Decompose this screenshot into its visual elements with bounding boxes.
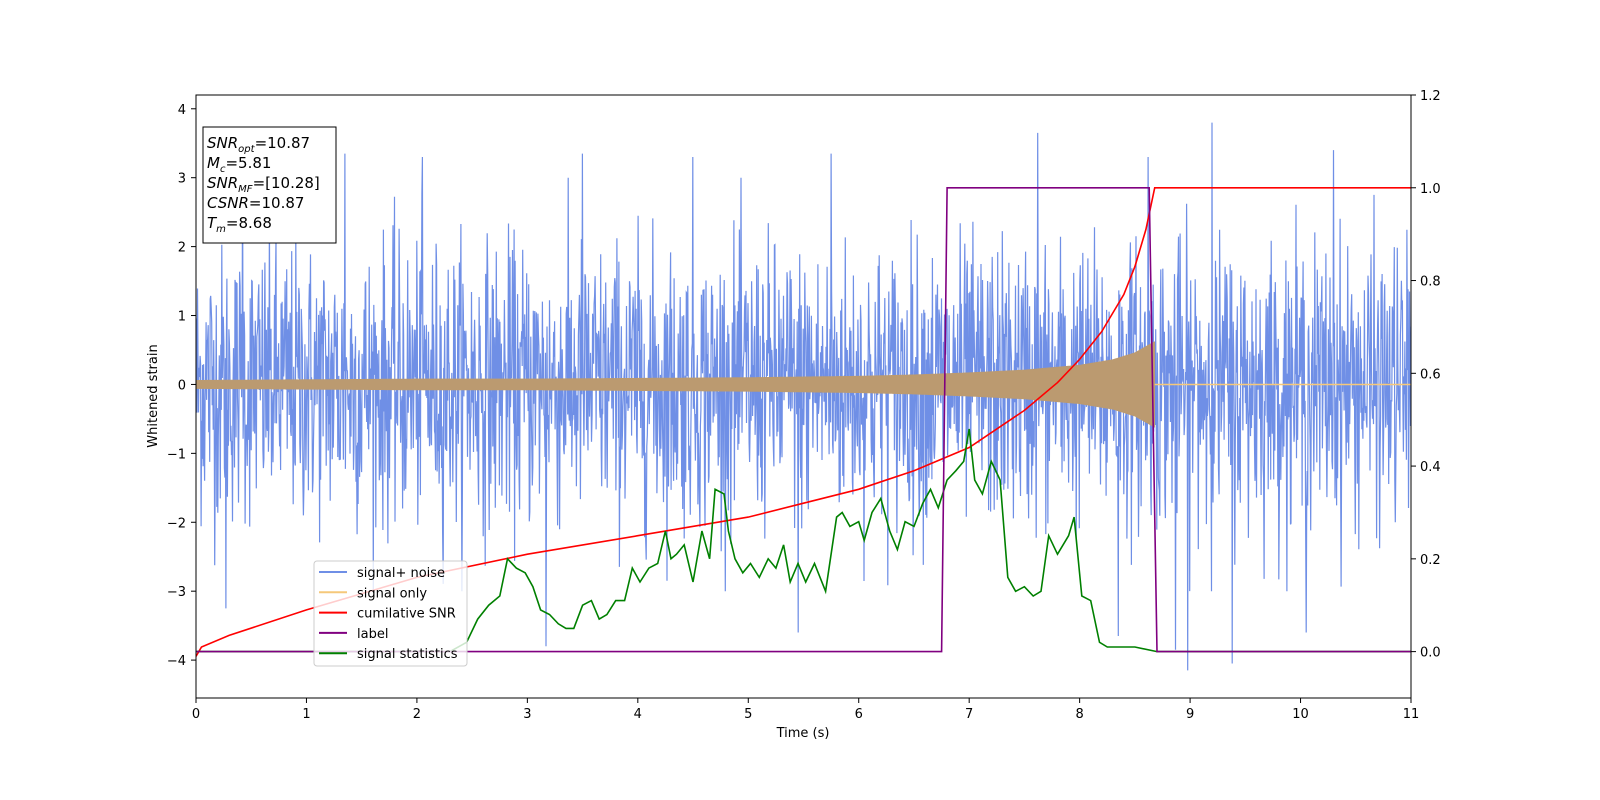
x-tick-label: 4 — [634, 707, 642, 722]
legend-entry: cumilative SNR — [357, 607, 456, 622]
y-left-tick-label: −1 — [167, 447, 186, 462]
x-axis-label: Time (s) — [776, 726, 830, 741]
plot-frame — [195, 94, 1412, 699]
y-left-tick-label: −2 — [167, 516, 186, 531]
info-line: Mc=5.81 — [207, 154, 271, 175]
y-axis-right-ticks: 1.2 1.0 0.8 0.6 0.4 0.2 0.0 — [1411, 89, 1441, 661]
series-label — [196, 187, 1411, 653]
plot-area — [196, 122, 1411, 671]
legend-entry: signal only — [357, 586, 427, 601]
legend-entry: signal+ noise — [357, 566, 445, 581]
y-left-tick-label: 2 — [178, 241, 186, 256]
y-right-tick-label: 0.2 — [1420, 553, 1441, 568]
x-tick-label: 8 — [1075, 707, 1083, 722]
legend-entry: signal statistics — [357, 647, 458, 662]
legend: signal+ noise signal only cumilative SNR la… — [313, 560, 468, 667]
y-right-tick-label: 1.2 — [1420, 89, 1441, 104]
y-axis-left-ticks: 4 3 2 1 0 −1 −2 −3 −4 — [167, 103, 196, 669]
y-left-tick-label: −3 — [167, 585, 186, 600]
x-tick-label: 1 — [302, 707, 310, 722]
series-signal-only — [196, 341, 1155, 428]
x-axis-ticks: 0 1 2 3 4 5 6 7 8 9 10 11 — [192, 698, 1419, 722]
info-box-frame — [202, 126, 337, 244]
info-line: Tm=8.68 — [207, 214, 272, 235]
x-tick-label: 7 — [965, 707, 973, 722]
y-right-tick-label: 0.0 — [1420, 646, 1441, 661]
info-line: SNRMF=[10.28] — [207, 174, 320, 195]
x-tick-label: 3 — [523, 707, 531, 722]
y-right-tick-label: 0.4 — [1420, 460, 1441, 475]
x-tick-label: 9 — [1186, 707, 1194, 722]
series-signal-statistics — [196, 428, 1411, 653]
y-left-tick-label: 0 — [178, 378, 186, 393]
legend-frame — [313, 560, 468, 667]
info-line: CSNR=10.87 — [207, 194, 304, 212]
y-left-tick-label: −4 — [167, 654, 186, 669]
info-box: SNRopt=10.87Mc=5.81SNRMF=[10.28]CSNR=10.… — [202, 126, 337, 244]
y-left-tick-label: 4 — [178, 103, 186, 118]
info-line: SNRopt=10.87 — [207, 134, 310, 155]
x-tick-label: 11 — [1403, 707, 1420, 722]
x-tick-label: 5 — [744, 707, 752, 722]
series-layer — [196, 122, 1411, 671]
legend-entry: label — [357, 627, 388, 642]
y-right-tick-label: 1.0 — [1420, 182, 1441, 197]
y-right-tick-label: 0.6 — [1420, 367, 1441, 382]
x-tick-label: 2 — [413, 707, 421, 722]
x-tick-label: 10 — [1292, 707, 1309, 722]
x-tick-label: 0 — [192, 707, 200, 722]
y-axis-label: Whitened strain — [146, 344, 161, 447]
y-left-tick-label: 1 — [178, 310, 186, 325]
y-left-tick-label: 3 — [178, 172, 186, 187]
y-right-tick-label: 0.8 — [1420, 275, 1441, 290]
x-tick-label: 6 — [855, 707, 863, 722]
